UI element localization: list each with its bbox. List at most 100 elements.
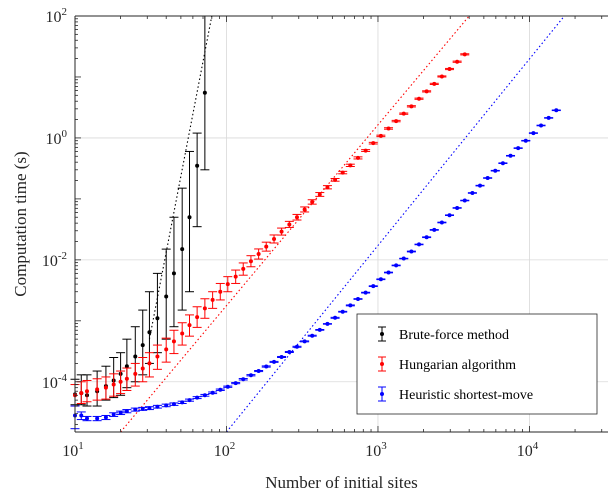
data-point	[294, 215, 299, 220]
legend-label: Heuristic shortest-move	[399, 388, 533, 403]
data-point	[140, 366, 145, 371]
data-point	[155, 404, 160, 409]
x-tick-label-base: 10	[365, 443, 381, 460]
data-point	[225, 282, 230, 287]
data-point	[363, 290, 368, 295]
data-point	[210, 390, 215, 395]
data-point	[264, 364, 269, 369]
data-point	[455, 59, 460, 64]
data-point	[424, 235, 429, 240]
data-marks	[70, 15, 561, 430]
legend: Brute-force method Hungarian algorithm Heu…	[356, 313, 598, 415]
data-point	[133, 407, 138, 412]
data-point	[371, 141, 376, 146]
data-point	[187, 215, 192, 220]
y-tick-label-exponent: -2	[58, 250, 67, 262]
data-point	[187, 323, 192, 328]
data-point	[171, 271, 176, 276]
data-point	[218, 387, 223, 392]
data-point	[241, 266, 246, 271]
data-point	[118, 410, 123, 415]
y-axis-label: Computation time (s)	[11, 151, 30, 296]
data-point	[264, 244, 269, 249]
data-point	[256, 251, 261, 256]
data-point	[187, 398, 192, 403]
data-point	[118, 379, 123, 384]
data-point	[386, 126, 391, 131]
y-tick-label: 100	[46, 128, 68, 148]
data-point	[287, 349, 292, 354]
data-point	[164, 403, 169, 408]
x-tick-label-base: 10	[214, 443, 230, 460]
legend-entry-0: Brute-force method	[378, 326, 509, 343]
data-point	[508, 153, 513, 158]
data-point	[386, 270, 391, 275]
data-point	[140, 343, 145, 348]
data-point	[340, 170, 345, 175]
x-tick-label-base: 10	[517, 443, 533, 460]
y-tick-label-base: 10	[42, 253, 58, 270]
fit-lines	[120, 15, 565, 433]
data-point	[256, 369, 261, 374]
y-tick-label: 10-2	[42, 250, 67, 270]
data-point	[124, 376, 129, 381]
x-tick-label-exponent: 3	[381, 440, 387, 452]
data-point	[272, 359, 277, 364]
data-point	[424, 89, 429, 94]
data-point	[348, 163, 353, 168]
data-point	[302, 339, 307, 344]
data-point	[310, 333, 315, 338]
data-point	[79, 391, 84, 396]
y-tick-label-base: 10	[46, 131, 62, 148]
y-tick-label-base: 10	[46, 9, 62, 26]
data-point	[195, 315, 200, 320]
data-point	[470, 190, 475, 195]
legend-marker-icon	[380, 332, 384, 336]
data-point	[210, 297, 215, 302]
data-point	[103, 415, 108, 420]
data-point	[111, 412, 116, 417]
y-tick-label-exponent: 0	[62, 128, 68, 140]
data-point	[333, 315, 338, 320]
x-tick-label: 101	[62, 440, 84, 460]
x-tick-label-exponent: 2	[230, 440, 236, 452]
data-point	[447, 67, 452, 72]
data-point	[202, 306, 207, 311]
y-tick-label: 10-4	[42, 372, 68, 392]
legend-entry-2: Heuristic shortest-move	[378, 386, 533, 403]
data-point	[133, 371, 138, 376]
data-point	[348, 303, 353, 308]
data-point	[478, 183, 483, 188]
legend-entry-1: Hungarian algorithm	[378, 356, 516, 373]
data-point	[500, 161, 505, 166]
data-point	[531, 131, 536, 136]
data-point	[95, 387, 100, 392]
data-point	[294, 344, 299, 349]
data-point	[180, 247, 185, 252]
data-point	[171, 402, 176, 407]
data-point	[195, 395, 200, 400]
data-point	[317, 327, 322, 332]
data-point	[164, 347, 169, 352]
data-point	[164, 294, 169, 299]
data-point	[432, 227, 437, 232]
data-point	[333, 177, 338, 182]
data-point	[539, 123, 544, 128]
data-point	[241, 377, 246, 382]
data-point	[233, 381, 238, 386]
data-point	[248, 373, 253, 378]
data-point	[485, 176, 490, 181]
data-point	[554, 108, 559, 113]
data-point	[516, 146, 521, 151]
data-point	[171, 339, 176, 344]
x-tick-label-base: 10	[62, 443, 78, 460]
data-point	[133, 354, 138, 359]
data-point	[248, 259, 253, 264]
series-1	[70, 52, 470, 407]
fit-line	[226, 15, 565, 433]
data-point	[279, 229, 284, 234]
data-point	[417, 96, 422, 101]
data-point	[363, 148, 368, 153]
